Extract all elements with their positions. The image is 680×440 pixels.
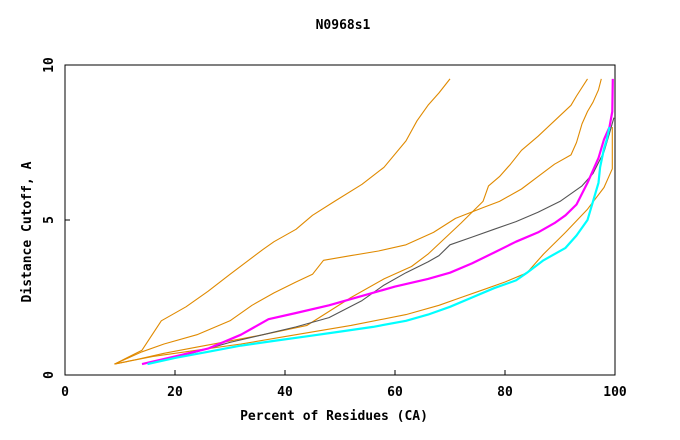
x-tick-label: 80 — [497, 385, 513, 400]
x-axis-label: Percent of Residues (CA) — [240, 409, 428, 424]
series-line-6 — [141, 78, 614, 366]
series-line-7 — [147, 126, 611, 366]
x-tick-label: 40 — [277, 385, 293, 400]
y-axis-label: Distance Cutoff, A — [20, 161, 35, 302]
chart-title: N0968s1 — [316, 18, 371, 33]
series-line-5 — [147, 117, 615, 365]
plot-frame — [64, 64, 616, 376]
series-line-4 — [114, 127, 613, 365]
x-tick-label: 20 — [167, 385, 183, 400]
y-tick-label: 10 — [42, 57, 57, 73]
series-layer — [114, 78, 615, 366]
y-tick-label: 5 — [42, 216, 57, 224]
x-tick-label: 60 — [387, 385, 403, 400]
series-line-1 — [114, 78, 451, 365]
y-tick-label: 0 — [42, 371, 57, 379]
plot-border — [64, 64, 616, 376]
series-line-2 — [114, 78, 602, 365]
tick-layer: 0 20 40 60 80 100 0 5 10 — [42, 57, 627, 400]
x-tick-label: 100 — [603, 385, 627, 400]
x-tick-label: 0 — [61, 385, 69, 400]
